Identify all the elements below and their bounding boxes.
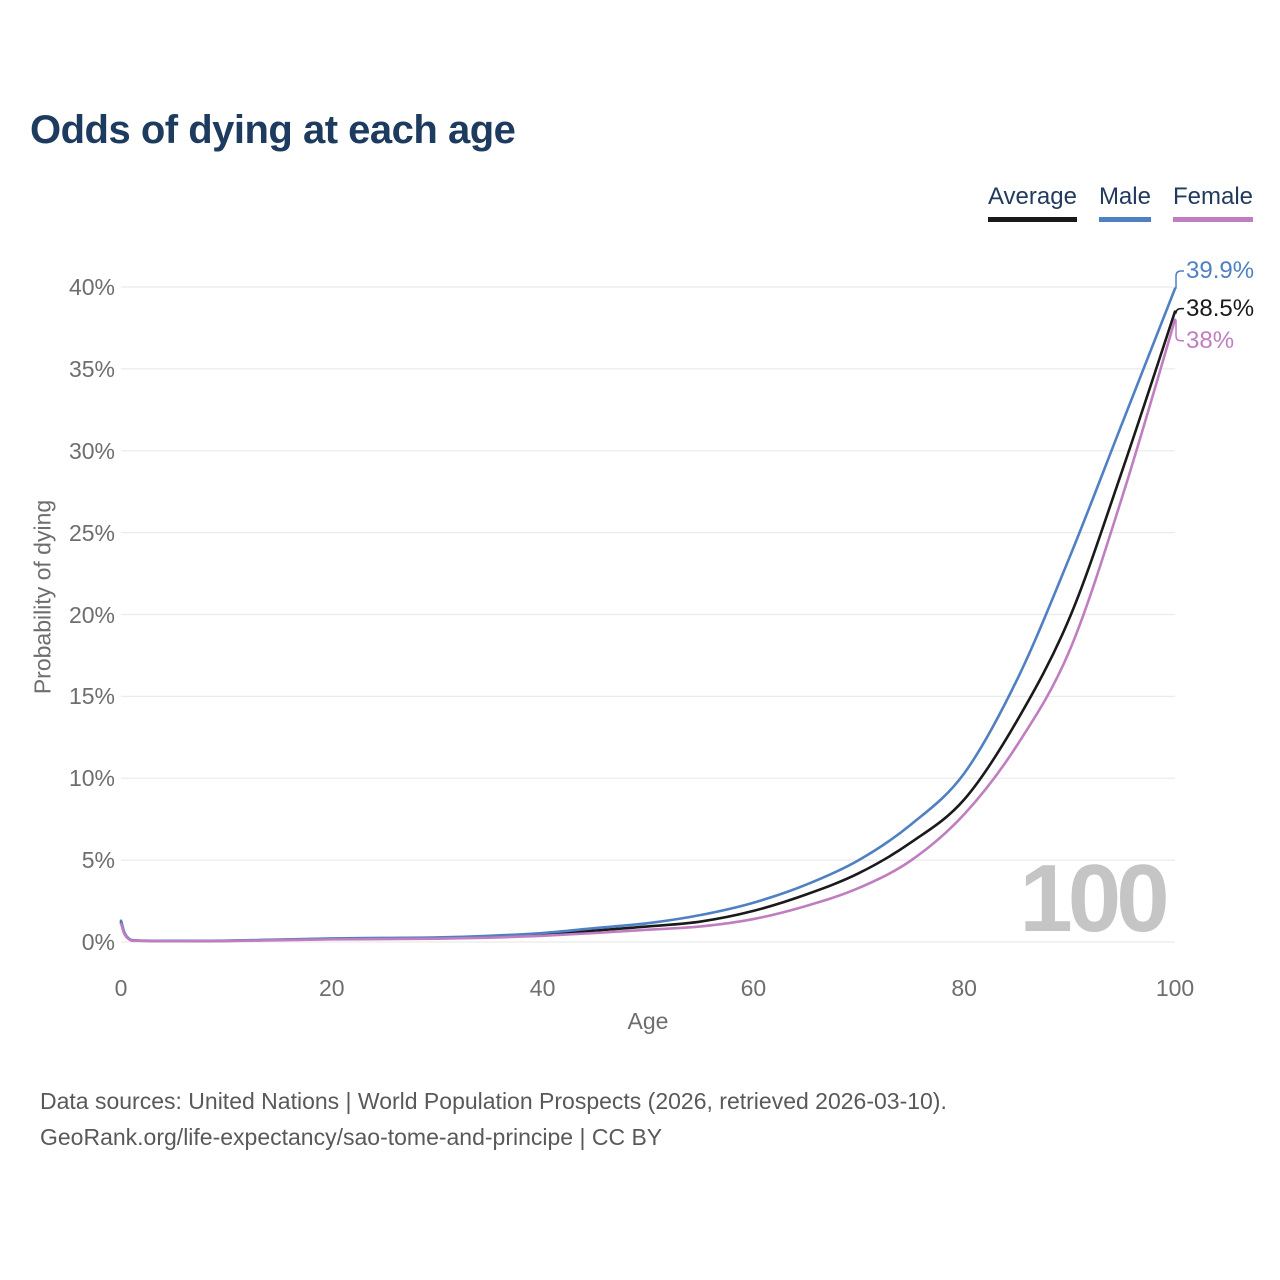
x-axis-title: Age (627, 1008, 669, 1034)
footer-sources-line: Data sources: United Nations | World Pop… (40, 1088, 947, 1114)
x-tick-20: 20 (319, 975, 345, 1001)
legend-label-average: Average (987, 183, 1077, 210)
y-tick-15%: 15% (68, 683, 115, 710)
legend-item-male[interactable]: Male (1098, 183, 1151, 222)
gridlines (121, 286, 1175, 943)
y-tick-30%: 30% (68, 437, 115, 464)
footer: Data sources: United Nations | World Pop… (40, 1083, 947, 1155)
age-watermark: 100 (1019, 845, 1166, 952)
y-tick-20%: 20% (68, 601, 115, 628)
end-label-connector-female (1175, 319, 1184, 342)
end-label-connector-male (1175, 270, 1184, 289)
series-line-average[interactable] (119, 310, 1177, 943)
x-tick-80: 80 (951, 975, 977, 1001)
end-label-connector-average (1175, 307, 1184, 314)
footer-attribution-line: GeoRank.org/life-expectancy/sao-tome-and… (40, 1124, 663, 1150)
legend-label-female: Female (1172, 183, 1253, 210)
legend-item-average[interactable]: Average (987, 183, 1077, 222)
x-tick-100: 100 (1155, 975, 1195, 1001)
y-tick-40%: 40% (68, 274, 115, 300)
y-tick-35%: 35% (68, 355, 115, 382)
y-axis-title: Probability of dying (29, 499, 56, 695)
series-line-female[interactable] (119, 318, 1177, 943)
x-tick-40: 40 (529, 975, 556, 1001)
y-tick-25%: 25% (68, 519, 115, 546)
x-tick-60: 60 (740, 975, 767, 1001)
end-label-connectors (1175, 270, 1184, 342)
end-value-male: 39.9% (1186, 257, 1255, 285)
series-lines (119, 287, 1177, 943)
y-tick-10%: 10% (68, 765, 115, 792)
chart-title: Odds of dying at each age (30, 108, 516, 152)
y-tick-0%: 0% (81, 929, 115, 955)
end-value-female: 38% (1186, 326, 1235, 354)
x-tick-0: 0 (114, 975, 128, 1001)
y-tick-5%: 5% (81, 847, 115, 874)
legend: Average Male Female (987, 183, 1253, 222)
legend-label-male: Male (1098, 183, 1151, 210)
legend-item-female[interactable]: Female (1172, 183, 1253, 222)
end-value-average: 38.5% (1186, 294, 1255, 322)
